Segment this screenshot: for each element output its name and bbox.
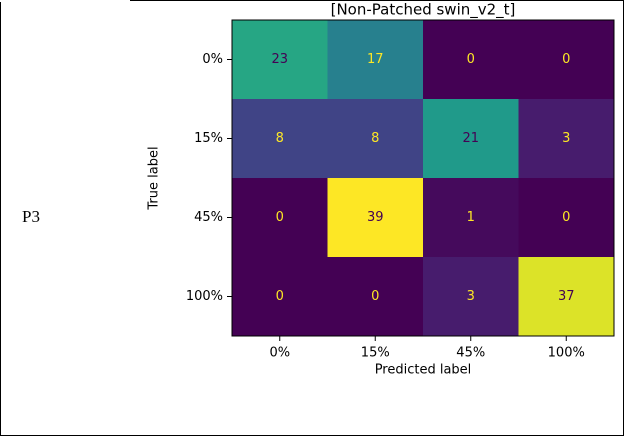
cell: [232, 99, 328, 179]
cell: [327, 20, 424, 100]
cell: [327, 257, 424, 337]
cell-value: 0: [276, 210, 284, 225]
cell-value: 23: [271, 52, 288, 67]
cell-value: 37: [558, 289, 575, 304]
cell-value: 0: [371, 289, 379, 304]
chart-title: [Non-Patched swin_v2_t]: [331, 1, 516, 20]
cell-value: 3: [467, 289, 475, 304]
border-gap: [0, 0, 130, 2]
x-axis-label: Predicted label: [375, 363, 472, 378]
cell-value: 3: [562, 131, 570, 146]
cell: [423, 20, 519, 100]
cell: [423, 99, 519, 179]
x-tick-label: 100%: [548, 346, 585, 361]
cell-value: 0: [562, 52, 570, 67]
cell: [423, 178, 519, 258]
cell: [327, 99, 424, 179]
cell: [232, 257, 328, 337]
y-axis-label: True label: [147, 146, 162, 210]
y-tick-label: 15%: [194, 131, 223, 146]
cell: [518, 178, 615, 258]
cell: [232, 20, 328, 100]
x-tick-label: 45%: [456, 346, 485, 361]
x-tick-label: 15%: [361, 346, 390, 361]
cell: [232, 178, 328, 258]
cell-value: 17: [367, 52, 384, 67]
y-tick-label: 100%: [186, 289, 223, 304]
cell-value: 0: [562, 210, 570, 225]
cell-value: 0: [276, 289, 284, 304]
cell: [518, 20, 615, 100]
cell: [327, 178, 424, 258]
cell: [518, 257, 615, 337]
row-label: P3: [22, 207, 40, 226]
cell-value: 21: [462, 131, 479, 146]
cell-value: 1: [467, 210, 475, 225]
cell-value: 8: [276, 131, 284, 146]
y-tick-label: 45%: [194, 210, 223, 225]
x-tick-label: 0%: [269, 346, 290, 361]
cell: [423, 257, 519, 337]
cell-value: 0: [467, 52, 475, 67]
cell: [518, 99, 615, 179]
y-tick-label: 0%: [202, 52, 223, 67]
cell-value: 8: [371, 131, 379, 146]
cell-value: 39: [367, 210, 384, 225]
frame: [231, 19, 615, 337]
